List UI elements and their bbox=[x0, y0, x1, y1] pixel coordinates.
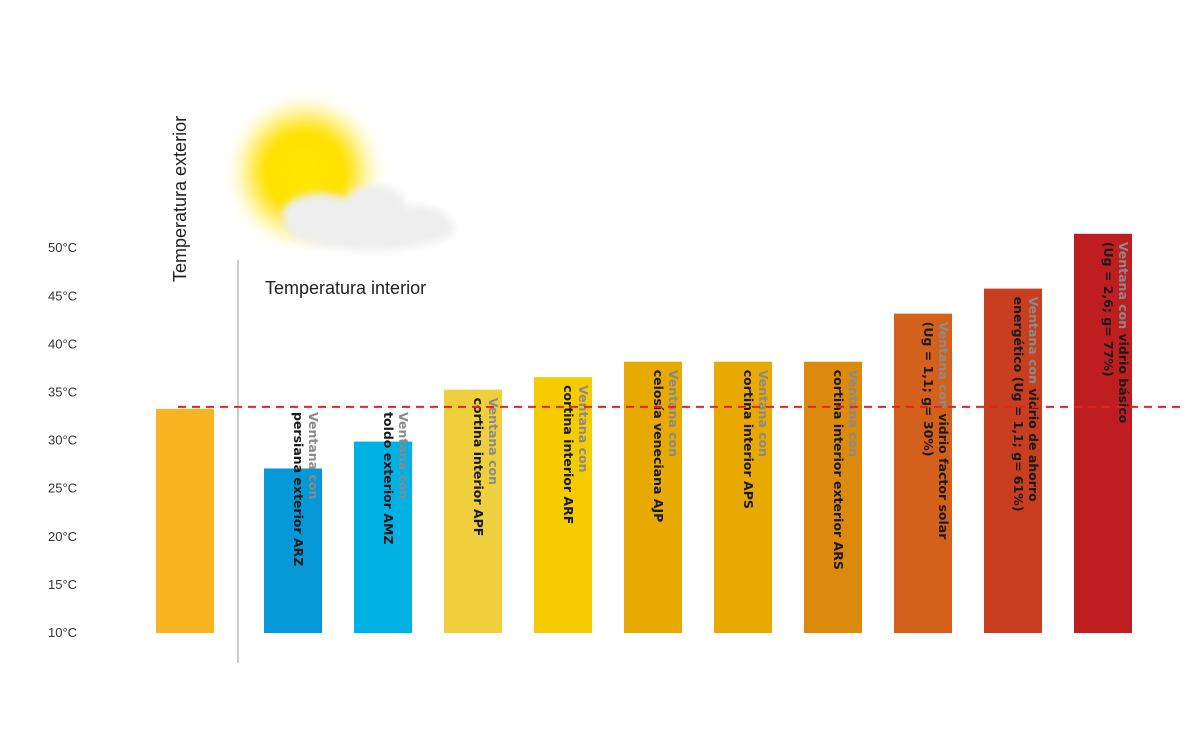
bar-label-line2: celosía veneciana AJP bbox=[651, 370, 666, 523]
bar-label-line1: Ventana con bbox=[396, 412, 411, 499]
bar-label-line1: Ventana con vidrio factor solar bbox=[936, 322, 951, 541]
bar bbox=[984, 288, 1042, 633]
bar-label-line1: Ventana con bbox=[756, 370, 771, 457]
bar-label: Ventana con vidrio básico(Ug = 2,6; g= 7… bbox=[1101, 242, 1131, 424]
bar-label-line1: Ventana con vidrio de ahorro bbox=[1026, 297, 1041, 503]
bar-label-line1: Ventana con vidrio básico bbox=[1116, 242, 1131, 424]
y-tick-label: 30°C bbox=[48, 433, 77, 448]
y-tick-label: 10°C bbox=[48, 625, 77, 640]
y-axis-ticks: 10°C 15°C 20°C 25°C 30°C 35°C 40°C 45°C 50°C bbox=[48, 240, 77, 640]
bar-label-line1: Ventana con bbox=[306, 412, 321, 499]
y-tick-label: 35°C bbox=[48, 385, 77, 400]
y-tick-label: 50°C bbox=[48, 240, 77, 255]
bar-label-line1: Ventana con bbox=[846, 370, 861, 457]
bar-label-prefix: Ventana con bbox=[756, 370, 771, 457]
bar-label-prefix: Ventana con bbox=[846, 370, 861, 457]
y-tick-label: 20°C bbox=[48, 529, 77, 544]
bar bbox=[264, 468, 322, 633]
cloud-icon bbox=[282, 185, 455, 250]
bar bbox=[894, 313, 952, 633]
bar-label-line2: toldo exterior AMZ bbox=[381, 412, 396, 544]
inside-temperature-label: Temperatura interior bbox=[265, 278, 426, 298]
bar-label-line2: (Ug = 2,6; g= 77%) bbox=[1101, 242, 1116, 377]
y-tick-label: 40°C bbox=[48, 336, 77, 351]
y-tick-label: 25°C bbox=[48, 481, 77, 496]
bar-label-prefix: Ventana con bbox=[1026, 297, 1041, 384]
bar-label-line2: cortina interior APF bbox=[471, 398, 486, 537]
bar-label-suffix: vidrio factor solar bbox=[936, 409, 951, 540]
bar bbox=[444, 389, 502, 633]
bar-label-prefix: Ventana con bbox=[576, 385, 591, 472]
outside-temperature-label: Temperatura exterior bbox=[170, 116, 190, 282]
bar bbox=[534, 377, 592, 633]
bar-label-line2: energético (Ug = 1,1; g= 61%) bbox=[1011, 297, 1026, 512]
bar-label-line1: Ventana con bbox=[576, 385, 591, 472]
bar-label-line2: persiana exterior ARZ bbox=[291, 412, 306, 566]
bar-label-prefix: Ventana con bbox=[666, 370, 681, 457]
bar-label-prefix: Ventana con bbox=[486, 398, 501, 485]
bar-label-prefix: Ventana con bbox=[396, 412, 411, 499]
bar-label-prefix: Ventana con bbox=[936, 322, 951, 409]
bar-label-line2: cortina interior APS bbox=[741, 370, 756, 509]
y-tick-label: 15°C bbox=[48, 577, 77, 592]
bar-label-line2: cortina interior exterior ARS bbox=[831, 370, 846, 570]
bar bbox=[1074, 233, 1132, 633]
bar bbox=[354, 441, 412, 633]
bar-label-line2: cortina interior ARF bbox=[561, 385, 576, 524]
bar-label-prefix: Ventana con bbox=[306, 412, 321, 499]
bar-label: Ventana con vidrio factor solar(Ug = 1,1… bbox=[921, 322, 951, 541]
bar-label-line1: Ventana con bbox=[666, 370, 681, 457]
bar-label-line2: (Ug = 1,1; g= 30%) bbox=[921, 322, 936, 457]
bar-label-suffix: vidrio básico bbox=[1116, 329, 1131, 424]
bar-label-line1: Ventana con bbox=[486, 398, 501, 485]
bar-label-suffix: vidrio de ahorro bbox=[1026, 384, 1041, 502]
bar-label-prefix: Ventana con bbox=[1116, 242, 1131, 329]
bar-outside bbox=[156, 408, 214, 633]
y-tick-label: 45°C bbox=[48, 288, 77, 303]
sun-cloud-icon bbox=[227, 94, 455, 250]
